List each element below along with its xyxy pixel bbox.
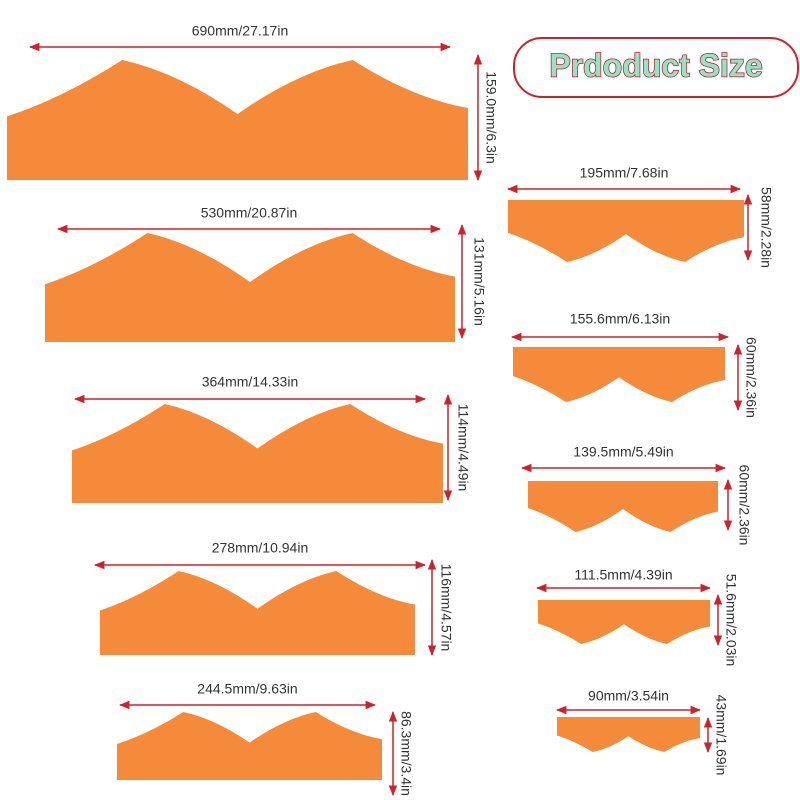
height-label: 60mm/2.36in xyxy=(743,337,759,418)
foam-piece xyxy=(7,60,468,180)
height-label: 58mm/2.28in xyxy=(758,187,774,268)
height-label: 114mm/4.49in xyxy=(455,404,471,492)
foam-piece xyxy=(117,712,382,780)
foam-piece xyxy=(513,347,725,402)
title: Prdoduct Size xyxy=(549,47,762,83)
foam-piece xyxy=(45,233,455,342)
height-label: 131mm/5.16in xyxy=(471,237,487,326)
foam-piece xyxy=(72,404,443,503)
width-label: 244.5mm/9.63in xyxy=(197,681,297,697)
width-label: 278mm/10.94in xyxy=(212,540,309,556)
foam-piece xyxy=(100,571,415,655)
height-label: 60mm/2.36in xyxy=(736,465,752,546)
width-label: 139.5mm/5.49in xyxy=(573,444,673,460)
height-label: 51.6mm/2.03in xyxy=(723,574,739,667)
width-label: 195mm/7.68in xyxy=(580,165,669,181)
foam-piece xyxy=(528,481,718,532)
width-label: 90mm/3.54in xyxy=(588,688,669,704)
width-label: 111.5mm/4.39in xyxy=(574,567,672,583)
width-label: 155.6mm/6.13in xyxy=(570,311,670,327)
foam-piece xyxy=(508,200,744,262)
width-label: 690mm/27.17in xyxy=(192,23,289,39)
foam-piece xyxy=(538,600,710,644)
title-badge xyxy=(513,37,799,98)
foam-piece xyxy=(557,717,700,752)
height-label: 43mm/1.69in xyxy=(713,695,729,776)
width-label: 530mm/20.87in xyxy=(201,205,298,221)
height-label: 159.0mm/6.3in xyxy=(483,71,499,164)
height-label: 116mm/4.57in xyxy=(438,564,454,652)
width-label: 364mm/14.33in xyxy=(202,374,299,390)
height-label: 86.3mm/3.4in xyxy=(398,711,414,796)
